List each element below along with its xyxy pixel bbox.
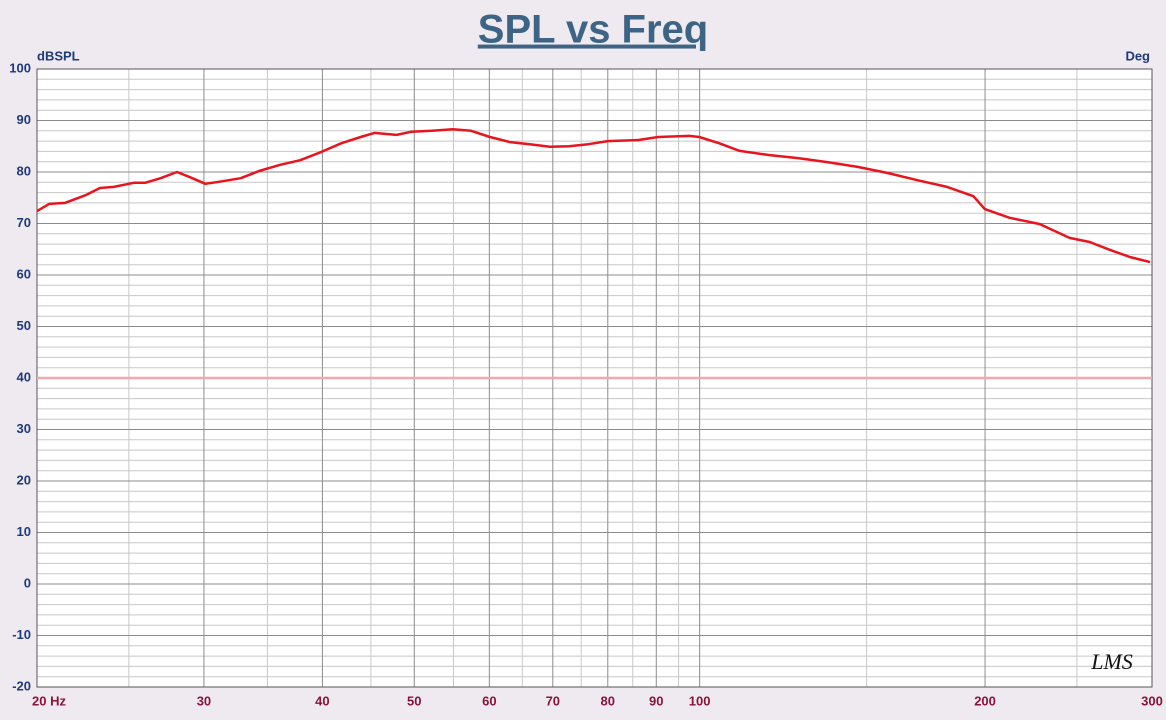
x-tick-label: 200 (974, 693, 996, 708)
x-tick-label: 100 (689, 693, 711, 708)
x-tick-label: 90 (649, 693, 663, 708)
y-tick-label: 70 (17, 215, 31, 230)
y-tick-label: 100 (9, 60, 31, 75)
y-tick-label: 80 (17, 163, 31, 178)
y-tick-label: -10 (12, 627, 31, 642)
y2-axis-label: Deg (1125, 48, 1150, 63)
logo: LMS (1090, 649, 1133, 674)
x-tick-label: 50 (407, 693, 421, 708)
line (36, 128, 1151, 264)
chart-title: SPL vs Freq (478, 8, 708, 52)
y-tick-label: 10 (17, 524, 31, 539)
y-axis-label: dBSPL (37, 48, 80, 63)
x-tick-label: 60 (482, 693, 496, 708)
x-tick-label: 70 (546, 693, 560, 708)
y-tick-label: 40 (17, 369, 31, 384)
x-tick-label: 80 (601, 693, 615, 708)
y-tick-label: 50 (17, 318, 31, 333)
x-tick-label: 40 (315, 693, 329, 708)
y-tick-label: -20 (12, 678, 31, 693)
y-tick-label: 60 (17, 266, 31, 281)
y-tick-label: 0 (24, 575, 31, 590)
x-tick-label: 30 (197, 693, 211, 708)
x-tick-label: 20 Hz (32, 693, 66, 708)
y-tick-label: 20 (17, 472, 31, 487)
x-tick-label: 300 (1141, 693, 1163, 708)
y-tick-label: 30 (17, 421, 31, 436)
y-tick-label: 90 (17, 112, 31, 127)
